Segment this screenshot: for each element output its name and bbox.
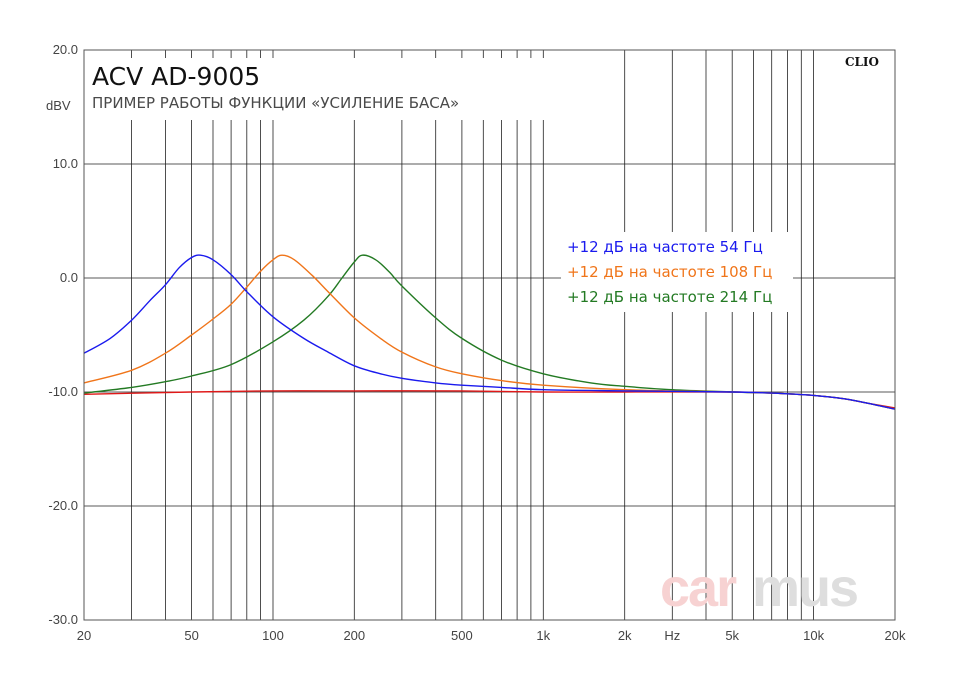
x-tick-label: 100 [262, 628, 284, 643]
x-tick-label: 50 [184, 628, 198, 643]
x-tick-label: 10k [803, 628, 824, 643]
x-tick-label: 1k [536, 628, 550, 643]
y-tick-label: -20.0 [48, 498, 78, 513]
watermark-car: car [660, 558, 737, 618]
x-tick-label: 20 [77, 628, 91, 643]
x-axis-ticks: 20 50 100 200 500 1k 2k Hz 5k 10k 20k [77, 628, 906, 643]
x-tick-label: 200 [343, 628, 365, 643]
x-tick-label: 20k [885, 628, 906, 643]
y-axis-ticks: 20.0 10.0 0.0 -10.0 -20.0 -30.0 [48, 42, 78, 627]
y-tick-label: -10.0 [48, 384, 78, 399]
brand-backdrop [836, 54, 886, 70]
clio-brand: CLIO [845, 55, 879, 69]
legend-entry-214hz: +12 дБ на частоте 214 Гц [567, 288, 772, 306]
y-tick-label: 20.0 [53, 42, 78, 57]
legend-backdrop [561, 232, 793, 312]
series-line-54hz [83, 254, 896, 410]
chart-subtitle: ПРИМЕР РАБОТЫ ФУНКЦИИ «УСИЛЕНИЕ БАСА» [92, 94, 459, 112]
legend-entry-54hz: +12 дБ на частоте 54 Гц [567, 238, 763, 256]
watermark: car mus [660, 558, 859, 618]
title-backdrop [88, 58, 566, 120]
x-tick-label: 500 [451, 628, 473, 643]
series-layer [83, 254, 896, 410]
y-tick-label: -30.0 [48, 612, 78, 627]
x-tick-label: Hz [664, 628, 680, 643]
x-tick-label: 5k [725, 628, 739, 643]
x-tick-label: 2k [618, 628, 632, 643]
plot-frame [83, 49, 896, 621]
chart-title: ACV AD-9005 [92, 62, 260, 91]
legend: +12 дБ на частоте 54 Гц +12 дБ на частот… [567, 238, 772, 306]
watermark-mus: mus [752, 558, 857, 618]
y-tick-label: 0.0 [60, 270, 78, 285]
grid [84, 50, 895, 620]
y-tick-label: 10.0 [53, 156, 78, 171]
y-axis-label: dBV [46, 98, 71, 113]
legend-entry-108hz: +12 дБ на частоте 108 Гц [567, 263, 772, 281]
